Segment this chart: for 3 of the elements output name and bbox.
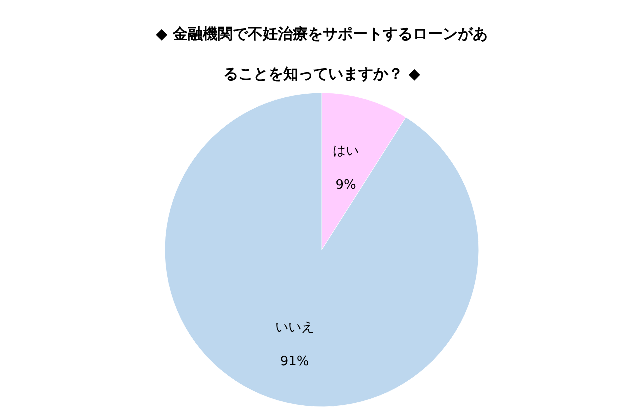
title: ◆ 金融機関で不妊治療をサポートするローンがあることを知っていますか？ ◆ xyxy=(155,24,489,85)
data-label: はい 9% xyxy=(333,144,360,194)
data-label: いいえ 91% xyxy=(275,320,314,370)
